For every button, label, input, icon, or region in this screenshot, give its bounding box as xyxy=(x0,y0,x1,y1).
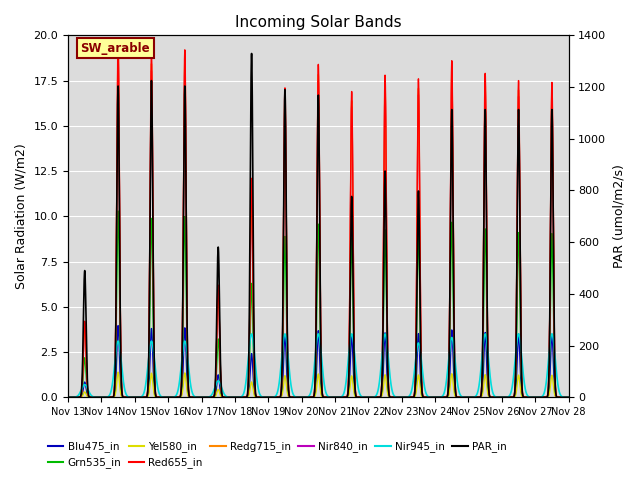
Y-axis label: Solar Radiation (W/m2): Solar Radiation (W/m2) xyxy=(15,144,28,289)
Legend: Blu475_in, Grn535_in, Yel580_in, Red655_in, Redg715_in, Nir840_in, Nir945_in, PA: Blu475_in, Grn535_in, Yel580_in, Red655_… xyxy=(44,437,511,472)
Title: Incoming Solar Bands: Incoming Solar Bands xyxy=(235,15,402,30)
Y-axis label: PAR (umol/m2/s): PAR (umol/m2/s) xyxy=(612,164,625,268)
Text: SW_arable: SW_arable xyxy=(81,42,150,55)
